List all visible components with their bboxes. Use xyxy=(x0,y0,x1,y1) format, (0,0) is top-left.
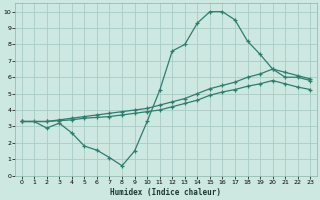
X-axis label: Humidex (Indice chaleur): Humidex (Indice chaleur) xyxy=(110,188,221,197)
